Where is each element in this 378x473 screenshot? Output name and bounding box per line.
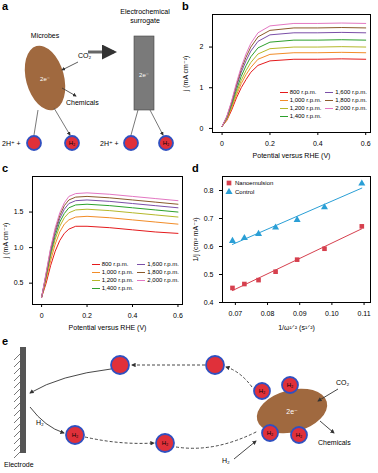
svg-text:0: 0: [220, 140, 224, 147]
svg-text:0.07: 0.07: [229, 310, 243, 317]
svg-text:H₂: H₂: [267, 430, 274, 436]
svg-text:0.08: 0.08: [261, 310, 275, 317]
html-text:1,200 r.p.m.: 1,200 r.p.m.: [289, 105, 322, 111]
svg-text:Potential versus RHE (V): Potential versus RHE (V): [69, 324, 147, 332]
svg-text:0.7: 0.7: [204, 215, 214, 222]
svg-text:Chemicals: Chemicals: [66, 99, 99, 106]
html-text:Control: Control: [235, 189, 255, 195]
svg-text:0.6: 0.6: [361, 140, 371, 147]
svg-text:0.2: 0.2: [82, 312, 92, 319]
html-text:1,800 r.p.m.: 1,800 r.p.m.: [335, 97, 367, 103]
svg-text:1/ω¹ᐟ² (s¹ᐟ²): 1/ω¹ᐟ² (s¹ᐟ²): [278, 324, 315, 332]
svg-text:0.4: 0.4: [313, 140, 323, 147]
svg-text:1.0: 1.0: [14, 244, 24, 251]
html-text:1,600 r.p.m.: 1,600 r.p.m.: [335, 89, 367, 95]
html-text:Nanoemulsion: Nanoemulsion: [235, 180, 274, 186]
html-text:1,200 r.p.m.: 1,200 r.p.m.: [101, 277, 134, 283]
svg-text:H₂: H₂: [72, 432, 79, 438]
svg-text:0.6: 0.6: [173, 312, 183, 319]
svg-text:H₂: H₂: [259, 388, 266, 394]
svg-text:0.5: 0.5: [204, 271, 214, 278]
svg-text:2e⁻: 2e⁻: [139, 72, 149, 78]
html-text:e: e: [2, 335, 9, 347]
svg-text:2e⁻: 2e⁻: [40, 76, 50, 82]
svg-text:0.09: 0.09: [293, 310, 307, 317]
svg-text:0: 0: [40, 312, 44, 319]
svg-text:H₂: H₂: [287, 382, 294, 388]
svg-text:H₂: H₂: [162, 440, 169, 446]
html-text:1,400 r.p.m.: 1,400 r.p.m.: [101, 285, 134, 291]
html-text:b: b: [182, 0, 189, 12]
svg-text:H₂: H₂: [163, 140, 170, 146]
svg-text:1.5: 1.5: [14, 208, 24, 215]
svg-text:Microbes: Microbes: [31, 32, 60, 39]
html-text:2,000 r.p.m.: 2,000 r.p.m.: [335, 105, 367, 111]
svg-text:H₂: H₂: [222, 457, 230, 464]
html-text:1,000 r.p.m.: 1,000 r.p.m.: [101, 269, 134, 275]
html-text:2,000 r.p.m.: 2,000 r.p.m.: [147, 277, 179, 283]
svg-text:1: 1: [200, 84, 204, 91]
svg-text:Electrochemical: Electrochemical: [120, 8, 170, 15]
html-text:1,400 r.p.m.: 1,400 r.p.m.: [289, 113, 322, 119]
html-text:1,800 r.p.m.: 1,800 r.p.m.: [147, 269, 179, 275]
svg-text:0: 0: [200, 125, 204, 132]
svg-text:Electrode: Electrode: [4, 461, 34, 468]
svg-text:2H⁺ +: 2H⁺ +: [100, 140, 119, 147]
svg-text:Potential versus RHE (V): Potential versus RHE (V): [253, 152, 331, 160]
svg-text:0.6: 0.6: [204, 243, 214, 250]
svg-text:2: 2: [200, 43, 204, 50]
svg-text:0.4: 0.4: [204, 299, 214, 306]
html-text:800 r.p.m.: 800 r.p.m.: [289, 89, 317, 95]
svg-text:CO₂: CO₂: [78, 52, 92, 59]
html-text:d: d: [192, 162, 199, 174]
svg-text:j (mA cm⁻²): j (mA cm⁻²): [182, 56, 190, 93]
svg-text:0.10: 0.10: [325, 310, 339, 317]
html-text:800 r.p.m.: 800 r.p.m.: [101, 261, 129, 267]
svg-text:H₂: H₂: [296, 432, 303, 438]
svg-text:j (mA cm⁻²): j (mA cm⁻²): [2, 223, 10, 260]
svg-text:0.5: 0.5: [14, 279, 24, 286]
svg-text:2e⁻: 2e⁻: [286, 408, 298, 415]
svg-text:surrogate: surrogate: [130, 17, 160, 25]
html-text:a: a: [2, 0, 9, 12]
svg-text:0.4: 0.4: [128, 312, 138, 319]
svg-text:0.8: 0.8: [204, 187, 214, 194]
svg-text:Chemicals: Chemicals: [318, 439, 351, 446]
svg-text:0.11: 0.11: [358, 310, 371, 317]
svg-text:CO₂: CO₂: [336, 379, 350, 386]
svg-text:1/j (cm² mA⁻¹): 1/j (cm² mA⁻¹): [192, 217, 200, 261]
svg-text:2H⁺ +: 2H⁺ +: [2, 140, 21, 147]
html-text:1,000 r.p.m.: 1,000 r.p.m.: [289, 97, 322, 103]
html-text:1,600 r.p.m.: 1,600 r.p.m.: [147, 261, 179, 267]
svg-text:0.2: 0.2: [265, 140, 275, 147]
html-text:c: c: [2, 162, 9, 174]
svg-text:H₂: H₂: [36, 419, 44, 426]
svg-text:H₂: H₂: [69, 140, 76, 146]
